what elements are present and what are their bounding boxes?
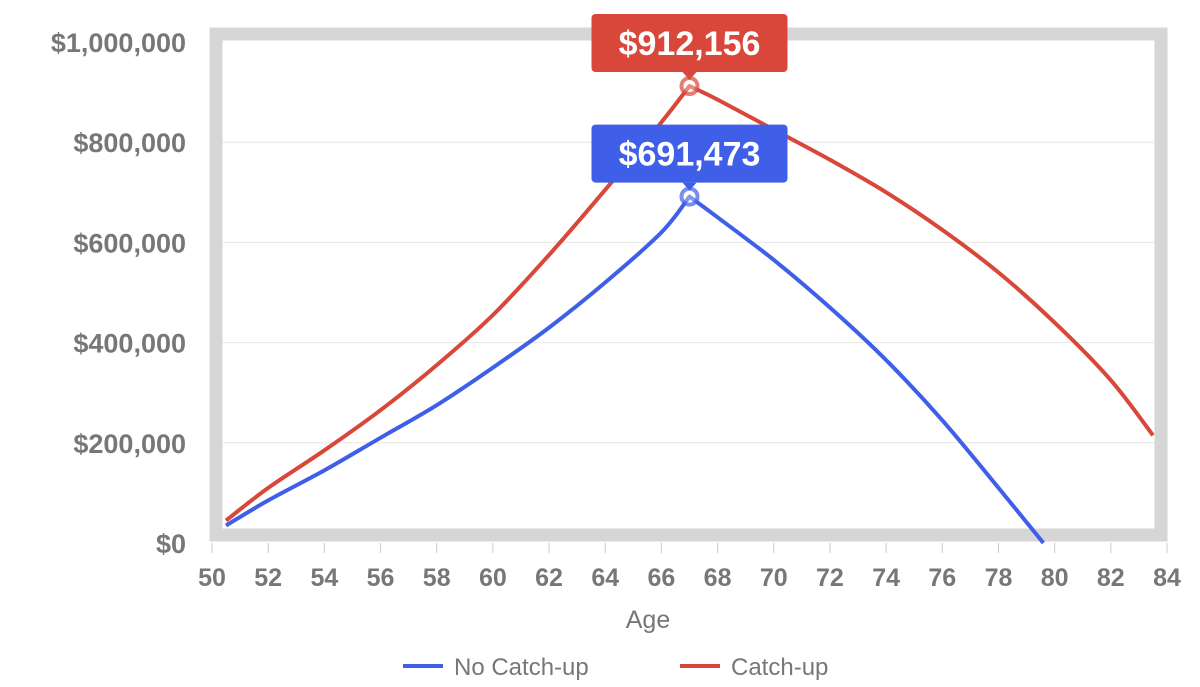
x-tick-label: 76 (928, 564, 956, 592)
series-lines (224, 84, 1155, 545)
y-axis-ticks: $0 $200,000 $400,000 $600,000 $800,000 $1,000… (51, 28, 186, 559)
catch-up-peak-callout (591, 14, 788, 73)
plot-frame (209, 27, 1168, 542)
x-tick-label: 64 (591, 564, 619, 592)
no-catch-up-series-line (224, 194, 1045, 545)
x-tick-label: 62 (535, 564, 563, 592)
y-tick-label: $200,000 (73, 429, 186, 459)
legend-label: Catch-up (731, 654, 828, 681)
x-tick-label: 60 (479, 564, 507, 592)
x-tick-label: 72 (816, 564, 844, 592)
legend-item-no-catch-up[interactable]: No Catch-up (403, 654, 589, 681)
x-tick-label: 50 (198, 564, 226, 592)
catch-up-series-line (224, 84, 1155, 523)
no-catch-up-peak-value: $691,473 (619, 136, 761, 174)
no-catch-up-peak-callout (591, 124, 788, 183)
x-tick-label: 82 (1097, 564, 1125, 592)
peak-callouts: $912,156 $691,473 (591, 14, 788, 207)
y-tick-label: $1,000,000 (51, 28, 186, 58)
x-tick-label: 56 (367, 564, 395, 592)
x-axis-label: Age (626, 606, 670, 634)
x-axis-ticks: 50 52 54 56 58 60 62 64 66 68 70 72 74 76 78 80 82 84 (198, 543, 1181, 592)
catch-up-callout-pointer (682, 72, 697, 81)
x-tick-label: 66 (648, 564, 676, 592)
legend-label: No Catch-up (454, 654, 589, 681)
x-tick-label: 68 (704, 564, 732, 592)
y-tick-label: $800,000 (73, 128, 186, 158)
x-tick-label: 84 (1153, 564, 1181, 592)
y-tick-label: $400,000 (73, 329, 186, 359)
x-tick-label: 78 (985, 564, 1013, 592)
no-catch-up-callout-pointer (682, 182, 697, 191)
catch-up-peak-value: $912,156 (619, 25, 761, 63)
x-tick-label: 80 (1041, 564, 1069, 592)
x-tick-label: 74 (872, 564, 900, 592)
y-tick-label: $0 (156, 529, 186, 559)
legend: No Catch-up Catch-up (403, 654, 828, 681)
catch-up-peak-point[interactable] (679, 76, 700, 97)
x-tick-label: 52 (254, 564, 282, 592)
x-tick-label: 54 (310, 564, 338, 592)
no-catch-up-peak-point[interactable] (679, 186, 700, 207)
x-tick-label: 70 (760, 564, 788, 592)
x-tick-label: 58 (423, 564, 451, 592)
y-tick-label: $600,000 (73, 228, 186, 258)
legend-item-catch-up[interactable]: Catch-up (680, 654, 828, 681)
